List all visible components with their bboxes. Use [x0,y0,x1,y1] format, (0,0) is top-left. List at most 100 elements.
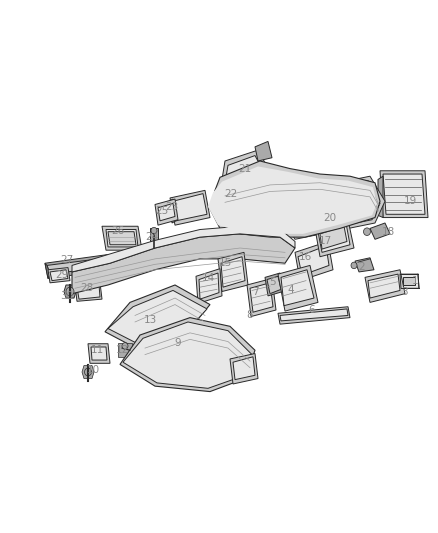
Polygon shape [48,268,70,283]
Polygon shape [118,343,132,357]
Polygon shape [150,229,158,245]
Text: 26: 26 [111,225,125,236]
Text: 14: 14 [201,273,215,284]
Polygon shape [77,285,100,299]
Polygon shape [225,156,266,192]
Polygon shape [315,220,354,257]
Polygon shape [365,270,405,302]
Circle shape [151,228,157,234]
Polygon shape [102,226,142,250]
Polygon shape [355,258,374,272]
Polygon shape [234,176,255,206]
Polygon shape [169,199,176,223]
Polygon shape [120,318,255,392]
Text: 7: 7 [252,287,258,296]
Text: 8: 8 [247,310,253,320]
Polygon shape [91,347,107,360]
Polygon shape [318,223,350,252]
Polygon shape [283,181,380,235]
Polygon shape [108,290,207,346]
Polygon shape [230,353,258,384]
Polygon shape [370,223,390,239]
Polygon shape [50,270,68,281]
Polygon shape [368,274,400,298]
Polygon shape [247,278,276,317]
Polygon shape [45,255,112,278]
Circle shape [364,228,371,236]
Polygon shape [278,265,318,311]
Text: 30: 30 [60,291,74,301]
Polygon shape [400,274,419,288]
Polygon shape [281,270,314,305]
Polygon shape [64,285,76,298]
Polygon shape [295,241,333,281]
Circle shape [351,262,357,269]
Text: 10: 10 [86,365,99,375]
Polygon shape [218,252,248,292]
Text: 21: 21 [238,164,251,174]
Polygon shape [320,226,347,249]
Text: 25: 25 [155,206,169,216]
Text: 29: 29 [55,270,69,280]
Polygon shape [72,234,295,294]
Polygon shape [232,172,258,209]
Polygon shape [280,309,348,321]
Polygon shape [378,176,383,217]
Polygon shape [280,176,385,239]
Circle shape [122,343,128,349]
Text: 16: 16 [298,252,311,262]
Text: 9: 9 [175,337,181,348]
Polygon shape [158,204,175,221]
Polygon shape [196,269,222,303]
Text: 18: 18 [381,227,395,237]
Text: 1: 1 [412,276,418,286]
Polygon shape [45,263,50,278]
Polygon shape [108,232,136,245]
Polygon shape [403,277,415,285]
Polygon shape [255,141,272,161]
Polygon shape [222,150,270,190]
Polygon shape [72,226,295,272]
Polygon shape [199,273,219,299]
Text: 22: 22 [224,189,238,199]
Polygon shape [173,193,207,221]
Polygon shape [208,166,377,234]
Polygon shape [217,188,245,210]
Text: 2: 2 [359,262,365,271]
Text: 6: 6 [309,305,315,315]
Polygon shape [105,285,210,350]
Polygon shape [210,161,380,237]
Circle shape [85,368,92,376]
Polygon shape [298,246,329,275]
Polygon shape [250,283,273,312]
Polygon shape [106,230,138,247]
Polygon shape [75,283,102,301]
Text: 20: 20 [323,213,336,223]
Text: 24: 24 [145,232,159,242]
Text: 11: 11 [90,345,104,356]
Polygon shape [380,171,428,217]
Text: 23: 23 [166,201,179,212]
Polygon shape [215,185,248,213]
Polygon shape [155,199,178,225]
Text: 27: 27 [60,255,74,265]
Text: 17: 17 [318,237,332,246]
Text: 15: 15 [219,258,232,268]
Text: 4: 4 [288,286,294,295]
Circle shape [66,287,74,296]
Polygon shape [233,357,255,379]
Polygon shape [221,257,245,287]
Polygon shape [267,276,281,294]
Text: 12: 12 [115,345,129,356]
Polygon shape [47,258,110,274]
Polygon shape [278,307,350,324]
Text: 3: 3 [401,287,407,296]
Polygon shape [82,366,94,378]
Text: 28: 28 [81,283,94,293]
Polygon shape [88,344,110,364]
Text: 13: 13 [143,315,157,325]
Polygon shape [123,322,252,389]
Polygon shape [265,273,283,296]
Polygon shape [170,190,210,225]
Polygon shape [383,174,425,214]
